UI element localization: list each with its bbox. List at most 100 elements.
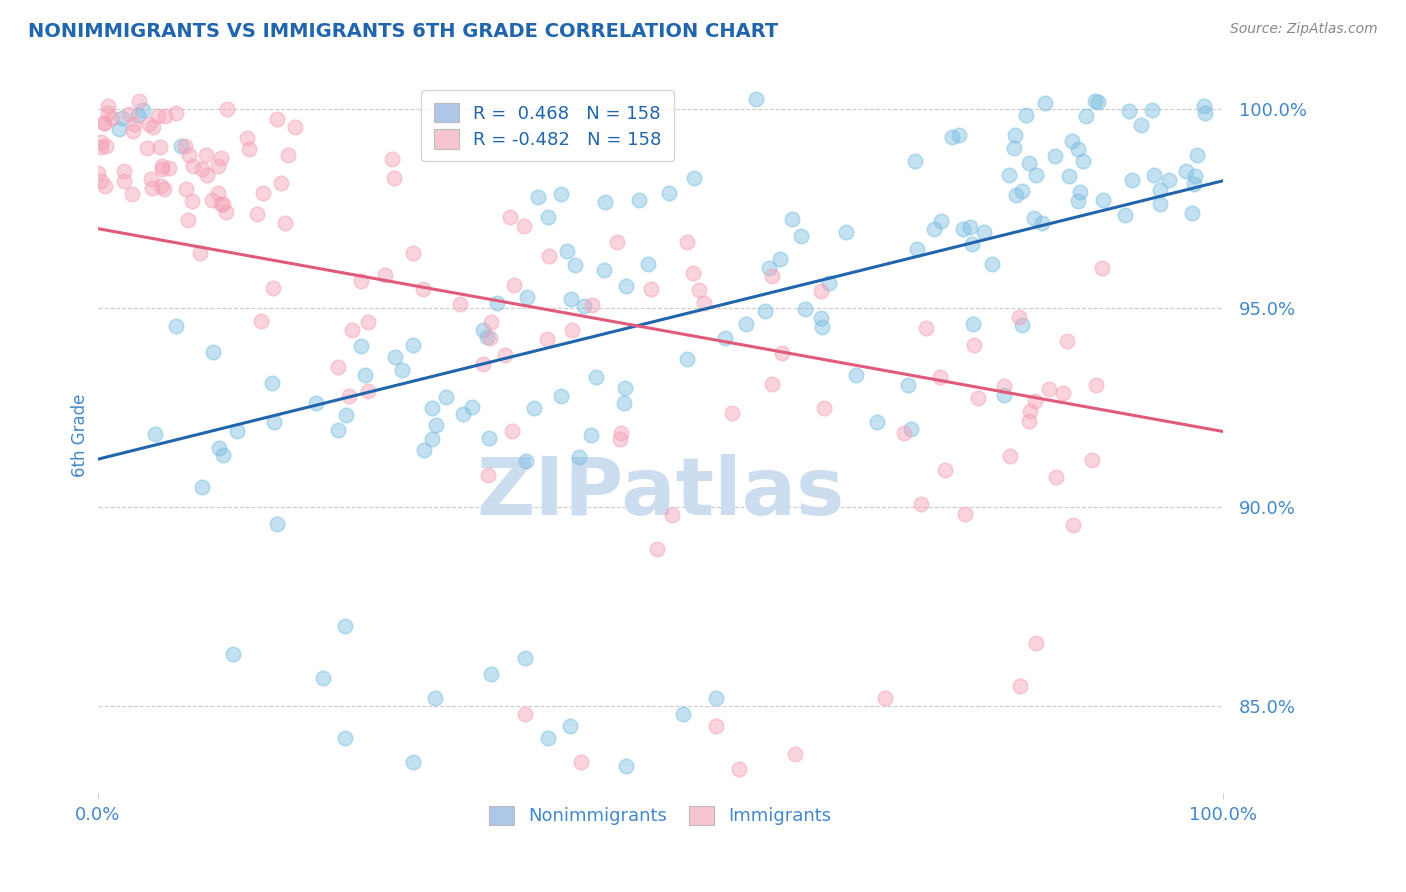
Point xyxy=(1043,148,1066,162)
Point xyxy=(1067,194,1090,208)
Point xyxy=(340,323,363,337)
Point xyxy=(1018,414,1040,428)
Point xyxy=(897,378,920,392)
Point xyxy=(810,319,832,334)
Point xyxy=(277,148,299,162)
Point xyxy=(998,168,1021,182)
Point xyxy=(142,120,165,135)
Point xyxy=(1025,636,1047,650)
Point xyxy=(190,245,212,260)
Point xyxy=(1011,184,1033,198)
Point xyxy=(1085,378,1108,392)
Point xyxy=(211,448,233,462)
Point xyxy=(758,261,780,276)
Point xyxy=(515,454,537,468)
Point xyxy=(782,211,804,226)
Point xyxy=(1184,169,1206,184)
Point xyxy=(149,179,172,194)
Point xyxy=(1185,148,1208,162)
Point xyxy=(592,262,614,277)
Point xyxy=(550,187,572,202)
Point xyxy=(246,207,269,221)
Point xyxy=(413,443,436,458)
Point xyxy=(174,139,197,153)
Point xyxy=(934,463,956,477)
Point xyxy=(374,268,396,282)
Point xyxy=(1091,261,1114,276)
Point xyxy=(215,205,238,219)
Point xyxy=(177,213,200,227)
Point xyxy=(963,338,986,352)
Point xyxy=(721,407,744,421)
Point xyxy=(127,108,149,122)
Point xyxy=(202,345,225,359)
Point xyxy=(90,174,112,188)
Point xyxy=(536,731,558,745)
Point xyxy=(672,706,695,721)
Point xyxy=(266,112,288,126)
Point xyxy=(1033,96,1056,111)
Point xyxy=(176,182,198,196)
Point xyxy=(94,138,117,153)
Point xyxy=(1182,177,1205,191)
Point xyxy=(627,193,650,207)
Point xyxy=(260,376,283,391)
Point xyxy=(1011,318,1033,332)
Point xyxy=(335,408,357,422)
Point xyxy=(479,331,502,345)
Point xyxy=(893,425,915,440)
Point xyxy=(195,168,218,182)
Point xyxy=(564,258,586,272)
Point xyxy=(141,172,163,186)
Point xyxy=(250,313,273,327)
Point xyxy=(401,755,423,769)
Point xyxy=(112,174,135,188)
Point xyxy=(132,103,155,117)
Point xyxy=(714,331,737,345)
Legend: Nonimmigrants, Immigrants: Nonimmigrants, Immigrants xyxy=(479,797,841,834)
Point xyxy=(311,671,333,685)
Point xyxy=(90,140,112,154)
Point xyxy=(149,140,172,154)
Point xyxy=(1024,394,1046,409)
Point xyxy=(195,148,218,162)
Point xyxy=(558,719,581,733)
Point xyxy=(1084,94,1107,108)
Point xyxy=(190,481,212,495)
Point xyxy=(1081,453,1104,467)
Point xyxy=(790,228,813,243)
Point xyxy=(609,425,631,440)
Point xyxy=(907,242,929,256)
Point xyxy=(1052,385,1074,400)
Point xyxy=(513,651,536,665)
Point xyxy=(479,315,502,329)
Point xyxy=(688,283,710,297)
Point xyxy=(910,497,932,511)
Point xyxy=(270,176,292,190)
Point xyxy=(87,166,110,180)
Point xyxy=(1005,187,1028,202)
Point xyxy=(333,619,356,633)
Point xyxy=(637,257,659,271)
Point xyxy=(1149,197,1171,211)
Point xyxy=(169,139,191,153)
Point xyxy=(526,190,548,204)
Point xyxy=(1038,382,1060,396)
Point xyxy=(734,317,756,331)
Point xyxy=(960,236,983,251)
Point xyxy=(998,449,1021,463)
Point xyxy=(93,116,115,130)
Point xyxy=(150,159,173,173)
Point xyxy=(1091,194,1114,208)
Point xyxy=(263,415,285,429)
Point xyxy=(676,351,699,366)
Point xyxy=(165,106,187,120)
Point xyxy=(477,468,499,483)
Point xyxy=(494,348,516,362)
Point xyxy=(1121,173,1143,187)
Y-axis label: 6th Grade: 6th Grade xyxy=(72,393,89,477)
Point xyxy=(512,219,534,234)
Point xyxy=(266,516,288,531)
Point xyxy=(350,274,373,288)
Point xyxy=(97,106,120,120)
